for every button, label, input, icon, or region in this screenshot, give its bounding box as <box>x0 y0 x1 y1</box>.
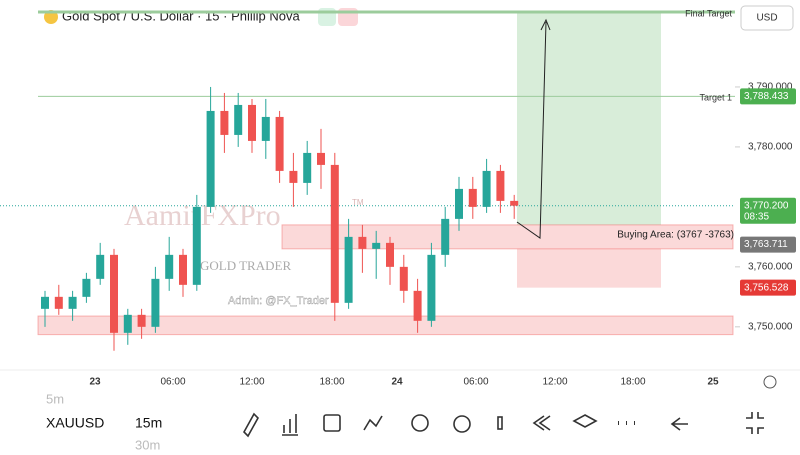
candle-body <box>427 254 436 321</box>
candle-body <box>468 188 477 207</box>
compare-tool[interactable] <box>363 415 383 431</box>
fullscreen-tool[interactable] <box>746 412 764 434</box>
x-tick-label: 18:00 <box>319 377 344 388</box>
watermark-tagline: GOLD TRADER <box>200 258 291 273</box>
x-tick-label: 23 <box>89 377 101 388</box>
target-label: Final Target <box>685 8 732 18</box>
candle-body <box>206 110 215 207</box>
chart-type-tool[interactable] <box>497 416 503 430</box>
candle-body <box>358 236 367 249</box>
next-interval: 30m <box>135 437 160 450</box>
currency-label: USD <box>756 13 777 24</box>
candle-body <box>510 200 519 206</box>
zone-label: Buying Area: (3767 -3763) <box>617 230 734 241</box>
undo-tool[interactable] <box>670 417 688 431</box>
candle-body <box>82 278 91 297</box>
x-tick-label: 06:00 <box>160 377 185 388</box>
y-tick-label: 3,780.000 <box>748 142 793 153</box>
x-tick-label: 12:00 <box>542 377 567 388</box>
candle-body <box>137 314 146 327</box>
stop-box <box>517 248 661 288</box>
settings-icon[interactable] <box>763 375 777 389</box>
y-tick-label: 3,750.000 <box>748 321 793 332</box>
candle-body <box>261 116 270 141</box>
price-tag <box>740 279 796 296</box>
candle-body <box>41 296 49 309</box>
watermark-admin: Admin: @FX_Trader <box>228 295 329 307</box>
x-tick-label: 12:00 <box>239 377 264 388</box>
price-tag <box>740 197 796 224</box>
price-tag-label: 3,788.433 <box>744 91 789 102</box>
candle-body <box>441 218 450 255</box>
symbol-name[interactable]: XAUUSD <box>46 415 104 431</box>
trade-arrow <box>516 18 551 239</box>
candle-body <box>317 152 325 165</box>
chart: AamirFXPro TM GOLD TRADER Admin: @FX_Trader… <box>0 8 796 388</box>
candle-body <box>413 290 422 321</box>
x-tick-label: 18:00 <box>620 377 645 388</box>
candle-body <box>248 104 256 141</box>
x-tick-label: 06:00 <box>463 377 488 388</box>
candle-body <box>496 170 505 201</box>
x-tick-label: 24 <box>391 377 403 388</box>
candle-body <box>455 188 463 219</box>
candle-body <box>330 164 339 303</box>
alert-tool[interactable] <box>453 415 471 433</box>
interval[interactable]: 15m <box>135 415 162 431</box>
candle-body <box>289 170 298 183</box>
candle-body <box>482 170 491 207</box>
price-tag-label: 3,763.711 <box>744 239 788 250</box>
currency-button[interactable] <box>740 5 794 31</box>
candle-body <box>123 314 132 333</box>
candle-body <box>344 236 353 303</box>
replay-tool[interactable] <box>532 415 551 431</box>
candle-body <box>96 254 105 279</box>
y-tick-label: 3,760.000 <box>748 261 793 272</box>
layers-tool[interactable] <box>572 414 598 428</box>
candle-body <box>179 254 187 285</box>
candle-body <box>110 254 118 333</box>
watermark-brand: AamirFXPro <box>124 199 281 232</box>
target-label: Target 1 <box>699 93 732 103</box>
price-tag-label: 3,756.528 <box>744 282 789 293</box>
candle-body <box>165 254 174 279</box>
target-box <box>517 11 661 225</box>
zone <box>37 315 734 336</box>
candle-body <box>372 242 381 249</box>
price-tag <box>740 88 796 105</box>
candle-body <box>54 296 63 309</box>
add-tool[interactable] <box>411 414 429 432</box>
indicators-tool[interactable] <box>282 414 298 436</box>
candle-body <box>386 242 394 267</box>
price-tag-time: 08:35 <box>744 211 769 222</box>
candle-body <box>68 296 77 309</box>
price-tag <box>740 236 796 253</box>
zone <box>281 224 734 250</box>
symbol-icon <box>44 10 58 24</box>
layouts-tool[interactable] <box>323 414 341 432</box>
candle-body <box>220 110 229 135</box>
candle-body <box>151 278 160 327</box>
draw-tool[interactable] <box>243 412 259 438</box>
watermark-tm: TM <box>352 198 364 207</box>
candle-body <box>303 152 312 183</box>
y-tick-label: 3,790.000 <box>748 82 793 93</box>
x-tick-label: 25 <box>707 377 719 388</box>
prev-interval: 5m <box>46 391 64 406</box>
candle-body <box>234 104 243 135</box>
candle-body <box>192 206 201 285</box>
price-tag-label: 3,770.200 <box>744 200 789 211</box>
candle-body <box>399 266 408 291</box>
candle-body <box>275 116 284 171</box>
